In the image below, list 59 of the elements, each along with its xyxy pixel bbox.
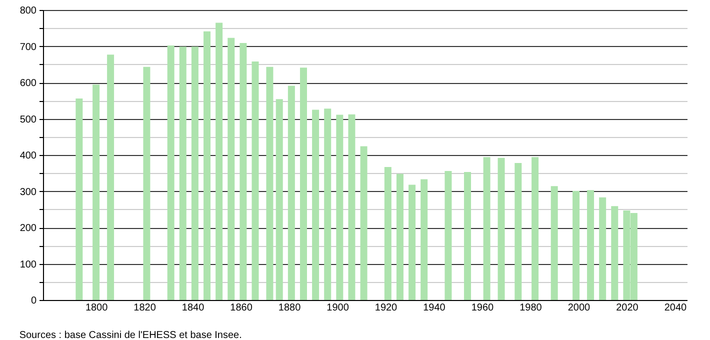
- y-tick-label: 100: [20, 259, 37, 270]
- bar: [444, 170, 452, 300]
- bar: [336, 114, 344, 300]
- x-tick-label: 1900: [326, 302, 350, 314]
- y-tick-label: 200: [20, 223, 37, 234]
- bar: [76, 98, 83, 300]
- bar: [348, 114, 356, 300]
- bar: [384, 166, 392, 300]
- bar: [498, 158, 505, 300]
- bar: [179, 46, 186, 300]
- x-tick-label: 2000: [568, 302, 591, 314]
- bar: [107, 54, 114, 300]
- y-tick-label: 500: [20, 114, 37, 126]
- bar: [420, 179, 428, 300]
- x-tick-label: 2040: [664, 302, 687, 314]
- bar: [191, 46, 198, 300]
- bar: [288, 86, 295, 300]
- bar: [396, 174, 404, 300]
- bar: [360, 146, 368, 300]
- x-tick-label: 1960: [471, 302, 494, 314]
- bar: [483, 157, 490, 300]
- bar: [532, 157, 539, 300]
- bar: [143, 66, 150, 300]
- x-tick-label: 1840: [182, 302, 205, 314]
- bar: [216, 22, 223, 300]
- x-tick-label: 1860: [230, 302, 253, 314]
- bar: [587, 190, 594, 300]
- bar: [204, 31, 211, 300]
- bar: [266, 66, 274, 300]
- bar: [611, 206, 618, 300]
- bar: [228, 38, 235, 300]
- x-tick-label: 1980: [520, 302, 542, 314]
- bar: [324, 108, 332, 300]
- bar: [240, 42, 247, 300]
- bar: [167, 46, 174, 300]
- bar: [599, 197, 606, 300]
- bar: [92, 84, 100, 300]
- x-tick-label: 2020: [616, 302, 639, 314]
- y-tick-label: 0: [30, 296, 37, 306]
- bar: [514, 162, 522, 300]
- bar: [312, 110, 320, 300]
- x-tick-label: 1920: [374, 302, 398, 314]
- x-tick-label: 1820: [134, 302, 156, 314]
- bar: [572, 190, 580, 300]
- bar: [276, 99, 283, 300]
- y-tick-label: 300: [20, 186, 37, 198]
- bar: [464, 172, 472, 300]
- x-tick-label: 1880: [278, 302, 302, 314]
- bar: [408, 184, 416, 300]
- bar: [550, 186, 558, 300]
- y-tick-label: 800: [20, 6, 37, 16]
- x-tick-label: 1800: [85, 302, 108, 314]
- y-tick-label: 400: [20, 150, 37, 162]
- bar: [252, 61, 259, 300]
- y-tick-label: 600: [20, 78, 37, 89]
- x-tick-label: 1940: [423, 302, 446, 314]
- source-note: Sources : base Cassini de l'EHESS et base Insee.: [19, 330, 242, 340]
- y-tick-label: 700: [20, 42, 37, 53]
- bar: [300, 68, 307, 300]
